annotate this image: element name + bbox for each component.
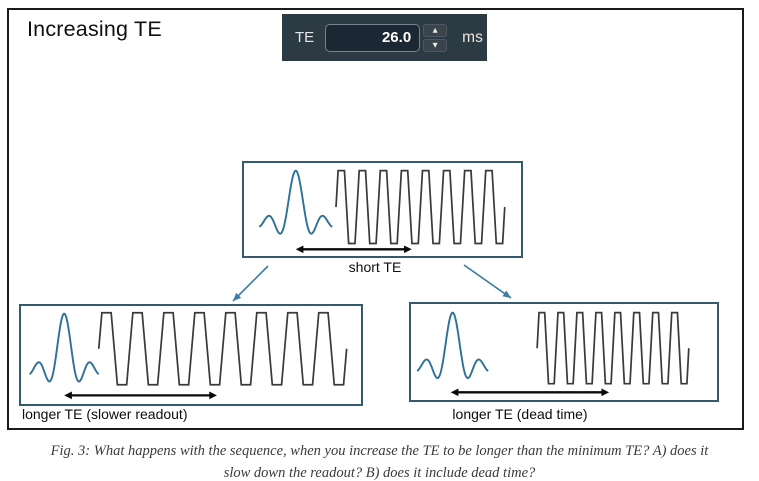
caption-line-2: slow down the readout? B) does it includ…: [223, 465, 536, 481]
te-spinner: ▲ ▼: [423, 23, 448, 52]
te-decrement-button[interactable]: ▼: [423, 38, 448, 52]
te-value-input[interactable]: [325, 23, 421, 52]
figure-caption: Fig. 3: What happens with the sequence, …: [0, 440, 759, 481]
te-control-panel: TE ▲ ▼ ms: [282, 14, 487, 61]
sequence-waveform-short-te: [258, 169, 506, 254]
sequence-panel-short-te: [242, 161, 523, 258]
sequence-waveform-dead-time: [416, 311, 690, 397]
figure-title: Increasing TE: [27, 17, 162, 41]
te-field-label: TE: [295, 29, 315, 46]
sequence-waveform-slower-readout: [29, 311, 348, 400]
te-increment-button[interactable]: ▲: [423, 23, 448, 37]
slower-readout-label: longer TE (slower readout): [22, 406, 188, 422]
sequence-panel-dead-time: [409, 302, 719, 402]
sequence-panel-slower-readout: [19, 304, 363, 406]
dead-time-label: longer TE (dead time): [452, 406, 588, 422]
spinner-down-icon: ▼: [432, 40, 438, 49]
te-unit-label: ms: [462, 28, 483, 46]
spinner-up-icon: ▲: [432, 25, 438, 34]
short-te-label: short TE: [348, 259, 402, 275]
caption-line-1: Fig. 3: What happens with the sequence, …: [50, 443, 709, 459]
